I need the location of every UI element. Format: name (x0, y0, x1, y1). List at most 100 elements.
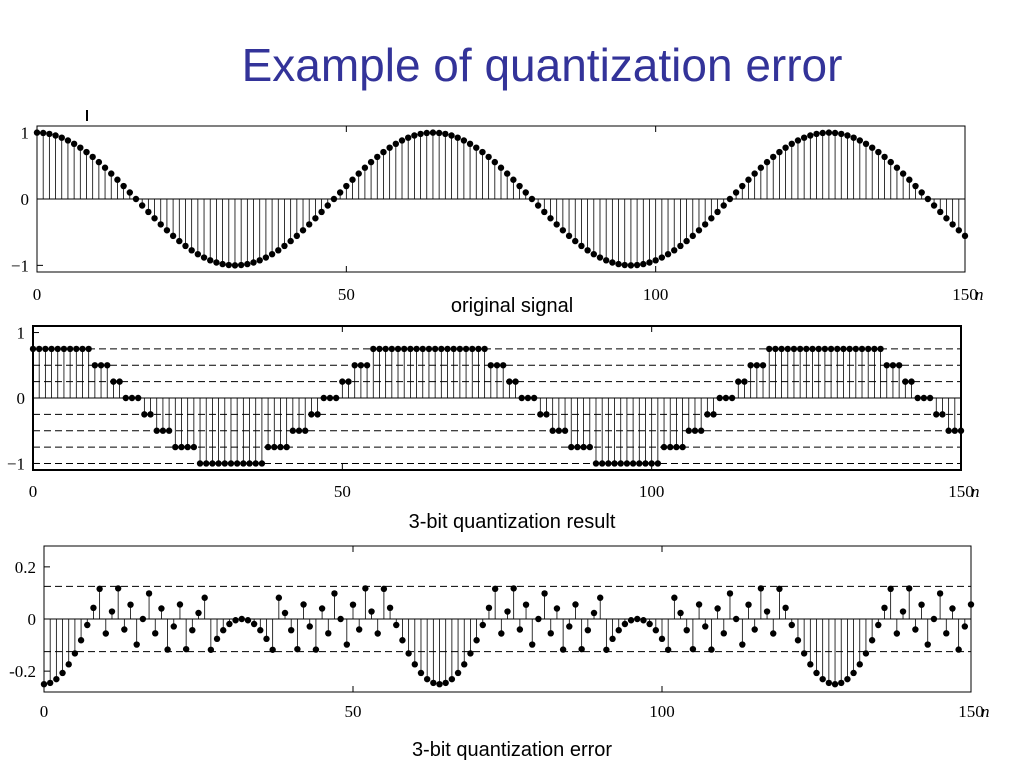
stem-marker (320, 394, 327, 402)
stem-marker (615, 627, 622, 634)
stem-marker (361, 164, 369, 171)
stem-marker (393, 621, 400, 629)
y-tick-label: 1 (21, 124, 30, 143)
stem-marker (529, 641, 536, 648)
stem-marker (438, 345, 445, 353)
stem-marker (331, 590, 338, 597)
stem-marker (153, 427, 160, 434)
stem-marker (512, 378, 519, 385)
stem-marker (739, 182, 746, 190)
stem-marker (497, 164, 505, 171)
stem-marker (852, 345, 860, 353)
stem-marker (411, 132, 418, 139)
stem-marker (473, 637, 480, 644)
stem-marker (695, 601, 703, 608)
stem-marker (763, 158, 771, 166)
stem-marker (250, 259, 257, 266)
stem-marker (380, 585, 388, 593)
stem-marker (850, 669, 857, 677)
stem-marker (875, 148, 882, 156)
panel-caption: 3-bit quantization error (412, 739, 612, 761)
stem-marker (436, 680, 443, 688)
stem-marker (770, 630, 777, 637)
stem-marker (108, 170, 115, 177)
stem-marker (96, 585, 103, 593)
stem-marker (877, 345, 884, 353)
stem-marker (590, 250, 597, 258)
stem-marker (39, 129, 47, 137)
stem-marker (345, 378, 352, 385)
stem-marker (227, 460, 235, 467)
stem-marker (376, 345, 383, 353)
x-tick-label: 0 (33, 285, 42, 304)
stem-marker (920, 394, 928, 402)
stem-marker (726, 590, 734, 597)
stem-marker (871, 345, 878, 353)
stem-marker (578, 645, 585, 653)
stem-marker (66, 345, 74, 353)
stem-marker (83, 148, 90, 156)
stem-marker (485, 153, 492, 161)
stem-marker (555, 427, 563, 434)
stem-marker (429, 129, 437, 136)
stem-marker (652, 257, 659, 264)
stem-marker (735, 378, 742, 385)
stem-marker (97, 362, 105, 369)
stem-marker (332, 394, 340, 402)
stem-marker (370, 345, 377, 353)
stem-marker (283, 443, 290, 451)
stem-marker (367, 158, 375, 166)
stem-marker (566, 623, 573, 630)
stem-marker (889, 362, 897, 369)
stem-marker (881, 153, 888, 161)
stem-marker (46, 130, 53, 138)
stem-marker (392, 140, 400, 148)
stem-marker (899, 170, 907, 177)
stem-marker (394, 345, 402, 353)
stem-marker (128, 394, 136, 402)
stem-marker (543, 411, 550, 418)
x-tick-label: 150 (958, 702, 984, 721)
stem-marker (337, 615, 344, 623)
stem-marker (435, 129, 443, 137)
stem-marker (299, 227, 307, 234)
stem-marker (176, 237, 183, 245)
stem-marker (572, 601, 579, 608)
stem-marker (747, 362, 754, 369)
stem-marker (308, 411, 315, 418)
stem-marker (58, 134, 65, 141)
stem-marker (133, 641, 140, 648)
stem-marker (933, 411, 940, 418)
stem-marker (745, 601, 752, 608)
stem-marker (667, 443, 674, 451)
stem-marker (268, 250, 276, 258)
stem-marker (807, 661, 814, 668)
stem-marker (827, 345, 835, 353)
stem-marker (126, 189, 133, 196)
stem-marker (262, 254, 270, 261)
stem-marker (469, 345, 476, 353)
stem-marker (339, 378, 346, 385)
stem-marker (782, 144, 789, 151)
stem-marker (479, 621, 486, 629)
stem-marker (559, 227, 567, 234)
stem-marker (784, 345, 791, 353)
stem-marker (102, 630, 110, 637)
stem-marker (906, 585, 913, 592)
stem-marker (634, 615, 641, 623)
y-tick-label: −1 (7, 454, 25, 473)
stem-marker (796, 345, 804, 353)
stem-marker (683, 626, 690, 634)
stem-marker (776, 148, 783, 156)
stem-marker (196, 460, 204, 467)
stem-marker (374, 153, 381, 161)
stem-marker (534, 202, 542, 209)
stem-marker (40, 680, 48, 688)
stem-marker (363, 362, 371, 369)
stem-marker (856, 661, 863, 668)
stem-marker (189, 626, 196, 634)
stem-marker (553, 605, 561, 612)
stem-marker (918, 189, 925, 196)
stem-marker (71, 650, 79, 657)
